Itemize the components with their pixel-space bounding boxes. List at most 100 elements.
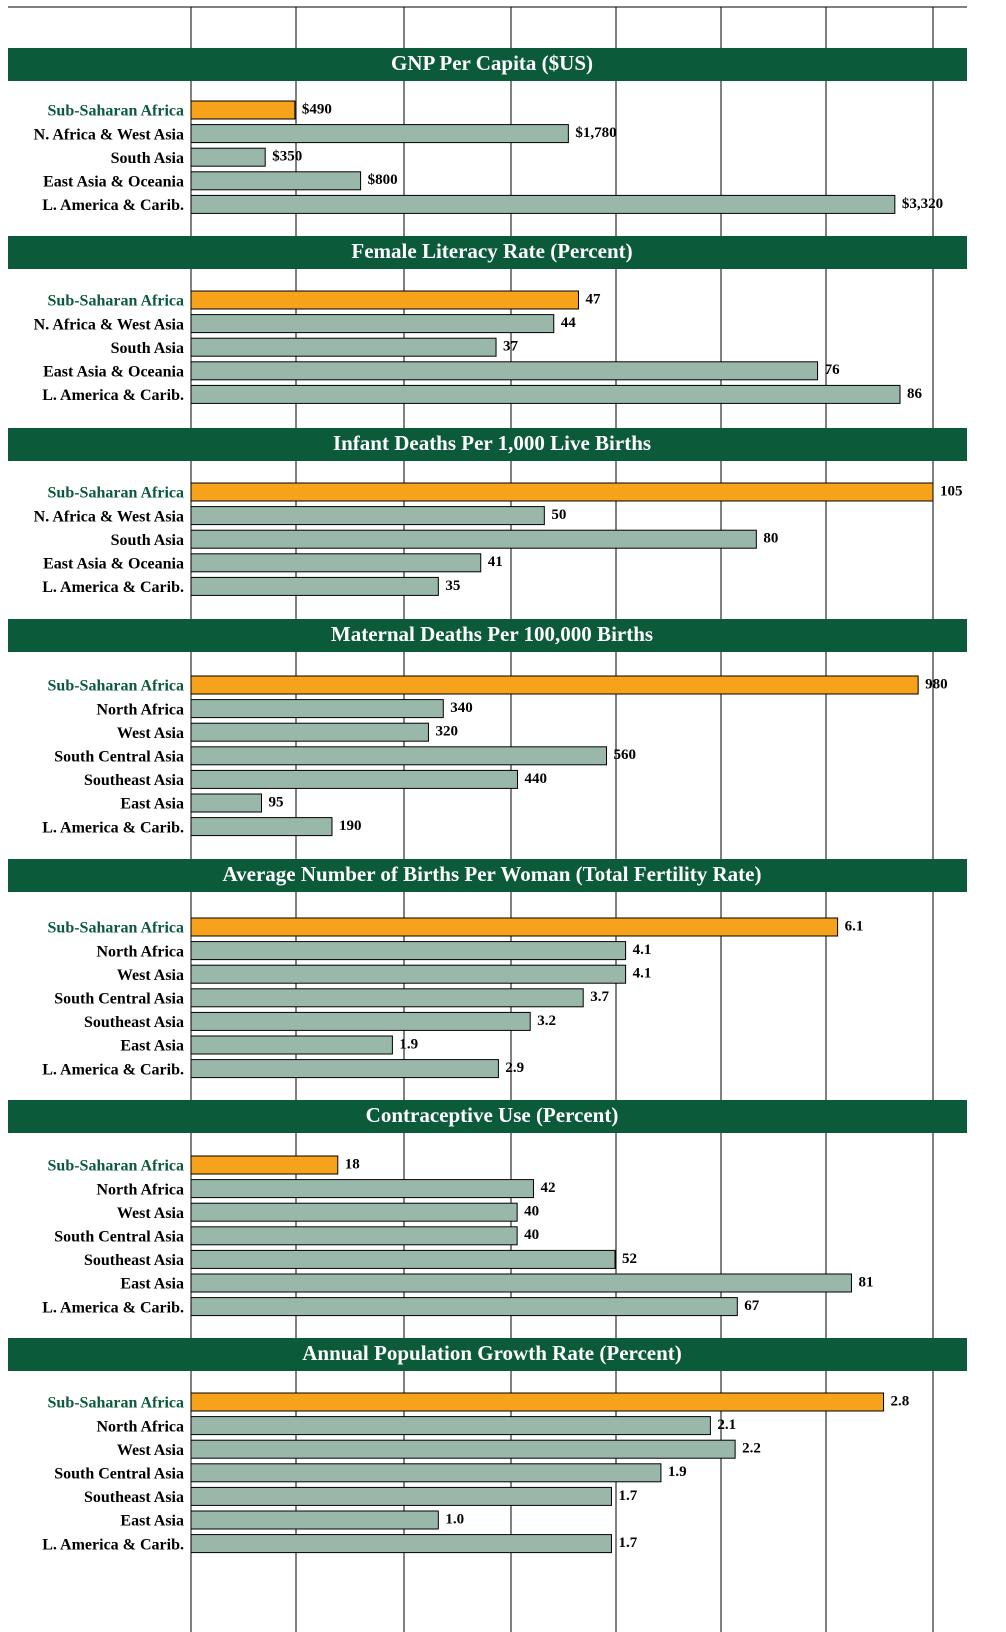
category-label: North Africa bbox=[96, 701, 184, 718]
value-label: 1.0 bbox=[445, 1511, 464, 1527]
value-label: 6.1 bbox=[845, 918, 864, 934]
value-label: 560 bbox=[614, 747, 637, 763]
panel-header bbox=[8, 859, 967, 892]
value-label: 67 bbox=[744, 1298, 760, 1314]
bar bbox=[190, 675, 919, 695]
panel-header bbox=[8, 1338, 967, 1371]
category-label: Sub-Saharan Africa bbox=[48, 293, 184, 310]
panel-header bbox=[8, 1100, 967, 1133]
category-label: L. America & Carib. bbox=[42, 387, 184, 404]
bar bbox=[190, 1510, 439, 1530]
bar bbox=[190, 1392, 885, 1412]
value-label: 2.9 bbox=[505, 1060, 524, 1076]
value-label: 41 bbox=[488, 554, 503, 570]
value-label: 2.2 bbox=[742, 1441, 761, 1457]
bar bbox=[190, 529, 757, 549]
category-label: South Central Asia bbox=[54, 748, 184, 765]
category-label: East Asia bbox=[120, 796, 184, 813]
bar bbox=[190, 793, 262, 813]
value-label: 440 bbox=[524, 771, 547, 787]
bar bbox=[190, 1035, 393, 1055]
category-label: North Africa bbox=[96, 1181, 184, 1198]
panel-header bbox=[8, 48, 967, 81]
bar bbox=[190, 1249, 616, 1269]
value-label: 980 bbox=[925, 676, 948, 692]
value-label: $800 bbox=[368, 172, 398, 188]
value-label: 340 bbox=[450, 700, 473, 716]
value-label: 86 bbox=[907, 386, 923, 402]
category-label: South Central Asia bbox=[54, 1465, 184, 1482]
value-label: 40 bbox=[524, 1204, 539, 1220]
category-label: North Africa bbox=[96, 943, 184, 960]
category-label: L. America & Carib. bbox=[42, 1299, 184, 1316]
category-label: East Asia bbox=[120, 1513, 184, 1530]
value-label: 1.9 bbox=[399, 1036, 418, 1052]
category-label: Sub-Saharan Africa bbox=[48, 1158, 184, 1175]
category-label: N. Africa & West Asia bbox=[34, 508, 184, 525]
value-label: 95 bbox=[268, 794, 283, 810]
panel-title: Infant Deaths Per 1,000 Live Births bbox=[333, 431, 651, 455]
bar bbox=[190, 290, 579, 310]
category-label: Sub-Saharan Africa bbox=[48, 103, 184, 120]
bar bbox=[190, 1463, 662, 1483]
bar bbox=[190, 1155, 339, 1175]
bar bbox=[190, 576, 439, 596]
bar bbox=[190, 1011, 531, 1031]
category-label: Sub-Saharan Africa bbox=[48, 485, 184, 502]
category-label: East Asia & Oceania bbox=[43, 173, 184, 190]
category-label: South Asia bbox=[111, 340, 184, 357]
value-label: 18 bbox=[345, 1156, 360, 1172]
category-label: N. Africa & West Asia bbox=[34, 316, 184, 333]
bar bbox=[190, 506, 545, 526]
value-label: 2.1 bbox=[717, 1417, 736, 1433]
bar bbox=[190, 722, 429, 742]
value-label: 42 bbox=[540, 1180, 555, 1196]
panel-title: GNP Per Capita ($US) bbox=[391, 51, 593, 75]
value-label: 44 bbox=[561, 315, 577, 331]
value-label: 37 bbox=[503, 339, 519, 355]
value-label: 50 bbox=[551, 507, 566, 523]
category-label: West Asia bbox=[117, 1205, 184, 1222]
category-label: L. America & Carib. bbox=[42, 819, 184, 836]
category-label: L. America & Carib. bbox=[42, 579, 184, 596]
bar bbox=[190, 1226, 518, 1246]
panel-title: Average Number of Births Per Woman (Tota… bbox=[223, 862, 762, 886]
bar bbox=[190, 988, 584, 1008]
value-label: 3.2 bbox=[537, 1013, 556, 1029]
bar bbox=[190, 482, 934, 502]
bar bbox=[190, 314, 555, 334]
category-label: Southeast Asia bbox=[84, 1252, 184, 1269]
category-label: Sub-Saharan Africa bbox=[48, 678, 184, 695]
bar bbox=[190, 337, 497, 357]
bar bbox=[190, 817, 333, 837]
bar bbox=[190, 1416, 711, 1436]
bar bbox=[190, 553, 482, 573]
bar bbox=[190, 917, 839, 937]
panel-header bbox=[8, 236, 967, 269]
category-label: N. Africa & West Asia bbox=[34, 126, 184, 143]
bar bbox=[190, 1439, 736, 1459]
value-label: 3.7 bbox=[590, 989, 609, 1005]
bar bbox=[190, 147, 266, 167]
category-label: East Asia & Oceania bbox=[43, 363, 184, 380]
bar bbox=[190, 1273, 852, 1293]
panel-title: Annual Population Growth Rate (Percent) bbox=[302, 1341, 682, 1365]
bar bbox=[190, 194, 896, 214]
bar bbox=[190, 1486, 612, 1506]
bar bbox=[190, 171, 362, 191]
bar bbox=[190, 1534, 612, 1554]
value-label: 1.7 bbox=[618, 1535, 637, 1551]
value-label: 76 bbox=[825, 362, 841, 378]
category-label: West Asia bbox=[117, 967, 184, 984]
value-label: $1,780 bbox=[575, 125, 616, 141]
category-label: South Asia bbox=[111, 532, 184, 549]
value-label: 4.1 bbox=[633, 966, 652, 982]
bar bbox=[190, 769, 518, 789]
value-label: 320 bbox=[435, 724, 458, 740]
value-label: 52 bbox=[622, 1251, 637, 1267]
value-label: 47 bbox=[585, 291, 601, 307]
value-label: 4.1 bbox=[633, 942, 652, 958]
value-label: 40 bbox=[524, 1227, 539, 1243]
category-label: East Asia bbox=[120, 1038, 184, 1055]
